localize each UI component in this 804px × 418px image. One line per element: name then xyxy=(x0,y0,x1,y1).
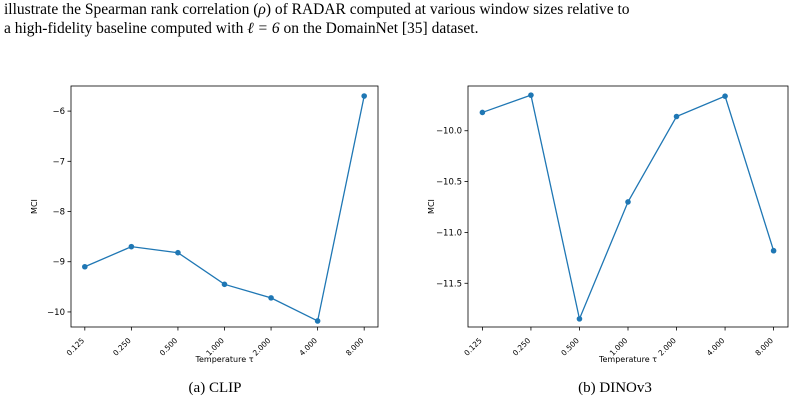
dinov3-chart: −10.0−10.5−11.0−11.50.125 0.250 0.500 1.000… xyxy=(427,85,789,364)
data-point xyxy=(221,281,228,288)
x-axis-label: Temperature τ xyxy=(598,355,657,364)
data-point xyxy=(625,199,631,205)
x-tick-label: 8.000 xyxy=(344,336,366,358)
y-tick-label: −7 xyxy=(52,157,65,167)
data-point xyxy=(479,109,486,116)
data-point xyxy=(576,316,583,322)
y-tick-label: −9 xyxy=(52,258,65,268)
x-tick-label: 0.250 xyxy=(511,336,533,358)
x-tick-label: 0.250 xyxy=(111,336,133,358)
data-point xyxy=(82,263,88,270)
y-tick-label: −10.5 xyxy=(436,178,462,188)
data-point xyxy=(528,92,534,98)
intro-line-2-end: on the DomainNet [35] dataset. xyxy=(279,20,479,37)
y-tick-label: −10 xyxy=(47,308,65,318)
chart-panel-clip: −10 −9 −8 −7 −6 0.125 0.250 0.500 1.000 2.000 4.00… xyxy=(0,80,400,370)
series-line xyxy=(84,95,365,322)
x-tick-label: 0.125 xyxy=(462,336,484,358)
y-tick-label: −11.5 xyxy=(436,279,462,289)
intro-line-2-start: a high-fidelity baseline computed with xyxy=(4,20,248,37)
caption-clip: (a) CLIP xyxy=(188,380,242,396)
y-tick-label: −8 xyxy=(52,208,65,218)
y-tick-label: −10.0 xyxy=(436,127,462,137)
data-point xyxy=(361,93,367,99)
data-point xyxy=(673,113,680,120)
x-tick-label: 0.500 xyxy=(158,336,180,358)
intro-line-1-end: ) of RADAR computed at various window si… xyxy=(265,1,630,18)
plot-frame xyxy=(467,85,789,328)
series-line xyxy=(482,94,775,322)
intro-line-1-start: illustrate the Spearman rank correlation… xyxy=(4,1,259,18)
x-tick-label: 4.000 xyxy=(297,336,319,358)
x-tick-label: 2.000 xyxy=(656,336,678,358)
x-tick-label: 8.000 xyxy=(753,336,775,358)
chart-panel-dinov3: −10.0 −10.5 −11.0 −11.5 0.125 0.250 0.500 1.000… xyxy=(400,80,800,370)
data-point xyxy=(770,247,777,254)
intro-line-1: illustrate the Spearman rank correlation… xyxy=(4,0,800,19)
data-point xyxy=(175,249,181,256)
y-tick-label: −6 xyxy=(52,107,65,117)
data-point xyxy=(314,318,321,324)
x-tick-label: 2.000 xyxy=(251,336,273,358)
x-tick-label: 0.500 xyxy=(559,336,581,358)
rho-symbol: ρ xyxy=(258,1,266,18)
plot-frame xyxy=(70,85,379,328)
x-tick-label: 4.000 xyxy=(705,336,727,358)
intro-line-2: a high-fidelity baseline computed with ℓ… xyxy=(4,19,800,38)
ell-equation: ℓ = 6 xyxy=(247,20,280,37)
y-axis-label: MCI xyxy=(30,199,39,214)
caption-dinov3: (b) DINOv3 xyxy=(578,380,652,396)
intro-paragraph: illustrate the Spearman rank correlation… xyxy=(4,0,800,38)
data-point xyxy=(128,243,135,250)
y-axis-label: MCI xyxy=(427,199,436,214)
x-axis-label: Temperature τ xyxy=(194,355,253,364)
x-tick-label: 0.125 xyxy=(65,336,87,358)
data-point xyxy=(268,295,274,301)
data-point xyxy=(722,93,728,99)
clip-chart: −10−9−8−7−60.125 0.250 0.500 1.000 2.000 4.00… xyxy=(30,85,379,364)
y-tick-label: −11.0 xyxy=(436,228,462,238)
